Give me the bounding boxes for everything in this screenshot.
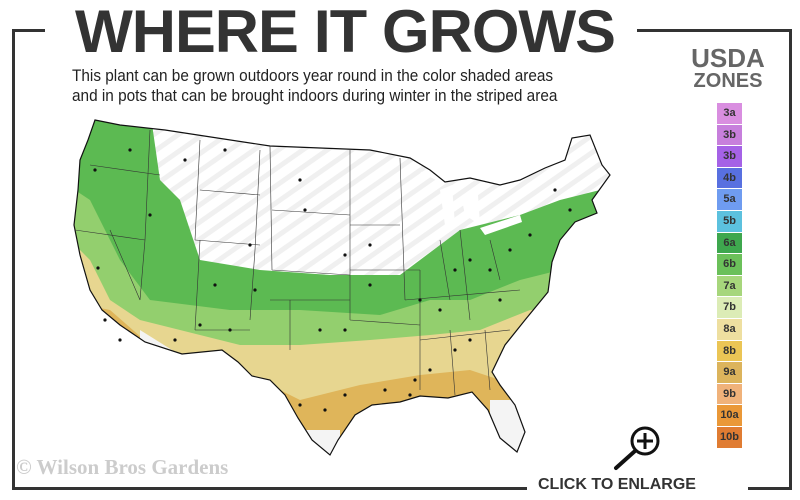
city-dot <box>488 268 492 272</box>
city-dot <box>213 283 217 287</box>
city-dot <box>413 378 417 382</box>
great-lakes <box>420 168 522 235</box>
state-borders <box>74 129 521 396</box>
city-dot <box>228 328 232 332</box>
magnifier-plus-icon[interactable] <box>610 424 666 472</box>
city-dot <box>368 243 372 247</box>
legend-zone-4b: 4b <box>717 167 742 189</box>
click-to-enlarge-button[interactable]: CLICK TO ENLARGE <box>538 476 696 493</box>
frame-left <box>12 29 15 490</box>
legend-title: USDA ZONES <box>678 43 778 92</box>
legend-zone-9a: 9a <box>717 362 742 383</box>
city-dot <box>343 393 347 397</box>
frame-right <box>789 29 792 490</box>
city-dot <box>498 298 502 302</box>
frame-top-right <box>637 29 792 32</box>
legend-zone-10a: 10a <box>717 405 742 426</box>
legend-zone-5b: 5b <box>717 210 742 232</box>
city-dot <box>528 233 532 237</box>
page-title: WHERE IT GROWS <box>75 0 616 65</box>
legend-title-line-1: USDA <box>691 43 765 73</box>
legend-zone-10b: 10b <box>717 426 742 448</box>
city-dot <box>418 298 422 302</box>
legend-zone-9b: 9b <box>717 383 742 405</box>
city-dot <box>368 283 372 287</box>
page-subtitle: This plant can be grown outdoors year ro… <box>72 66 593 106</box>
city-dot <box>568 208 572 212</box>
legend-zone-8a: 8a <box>717 318 742 340</box>
city-dot <box>508 248 512 252</box>
city-dot <box>453 348 457 352</box>
city-dot <box>408 393 412 397</box>
city-dot <box>248 243 252 247</box>
city-dot <box>93 168 97 172</box>
city-dot <box>223 148 227 152</box>
city-dot <box>343 253 347 257</box>
city-dot <box>323 408 327 412</box>
city-dot <box>428 368 432 372</box>
legend-zone-3b: 3b <box>717 146 742 167</box>
frame-top-left <box>12 29 45 32</box>
city-dot <box>148 213 152 217</box>
city-dot <box>103 318 107 322</box>
city-dot <box>438 308 442 312</box>
city-dot <box>303 208 307 212</box>
legend-zone-7a: 7a <box>717 275 742 297</box>
legend-zone-3a: 3a <box>717 103 742 124</box>
city-dot <box>468 258 472 262</box>
city-dots <box>93 148 572 412</box>
copyright-watermark: © Wilson Bros Gardens <box>16 455 229 479</box>
legend-zone-6b: 6b <box>717 254 742 275</box>
frame-bottom-right <box>748 487 792 490</box>
city-dot <box>318 328 322 332</box>
city-dot <box>183 158 187 162</box>
city-dot <box>453 268 457 272</box>
city-dot <box>383 388 387 392</box>
legend-zone-3b: 3b <box>717 124 742 146</box>
zone-legend: 3a 3b 3b 4b 5a 5b 6a 6b 7a 7b 8a 8b 9a 9b 10a 10b <box>717 103 742 449</box>
city-dot <box>173 338 177 342</box>
legend-zone-8b: 8b <box>717 340 742 362</box>
city-dot <box>298 403 302 407</box>
legend-zone-6a: 6a <box>717 232 742 254</box>
city-dot <box>468 338 472 342</box>
legend-zone-7b: 7b <box>717 297 742 318</box>
city-dot <box>118 338 122 342</box>
us-outline <box>73 119 611 456</box>
city-dot <box>128 148 132 152</box>
legend-title-line-2: ZONES <box>693 70 763 92</box>
subtitle-line-1: This plant can be grown outdoors year ro… <box>72 67 554 85</box>
city-dot <box>198 323 202 327</box>
city-dot <box>96 266 100 270</box>
city-dot <box>253 288 257 292</box>
legend-zone-5a: 5a <box>717 189 742 210</box>
us-zone-map[interactable] <box>60 110 620 460</box>
subtitle-line-2: and in pots that can be brought indoors … <box>72 87 558 105</box>
city-dot <box>343 328 347 332</box>
city-dot <box>553 188 557 192</box>
frame-bottom-left <box>12 487 527 490</box>
city-dot <box>298 178 302 182</box>
